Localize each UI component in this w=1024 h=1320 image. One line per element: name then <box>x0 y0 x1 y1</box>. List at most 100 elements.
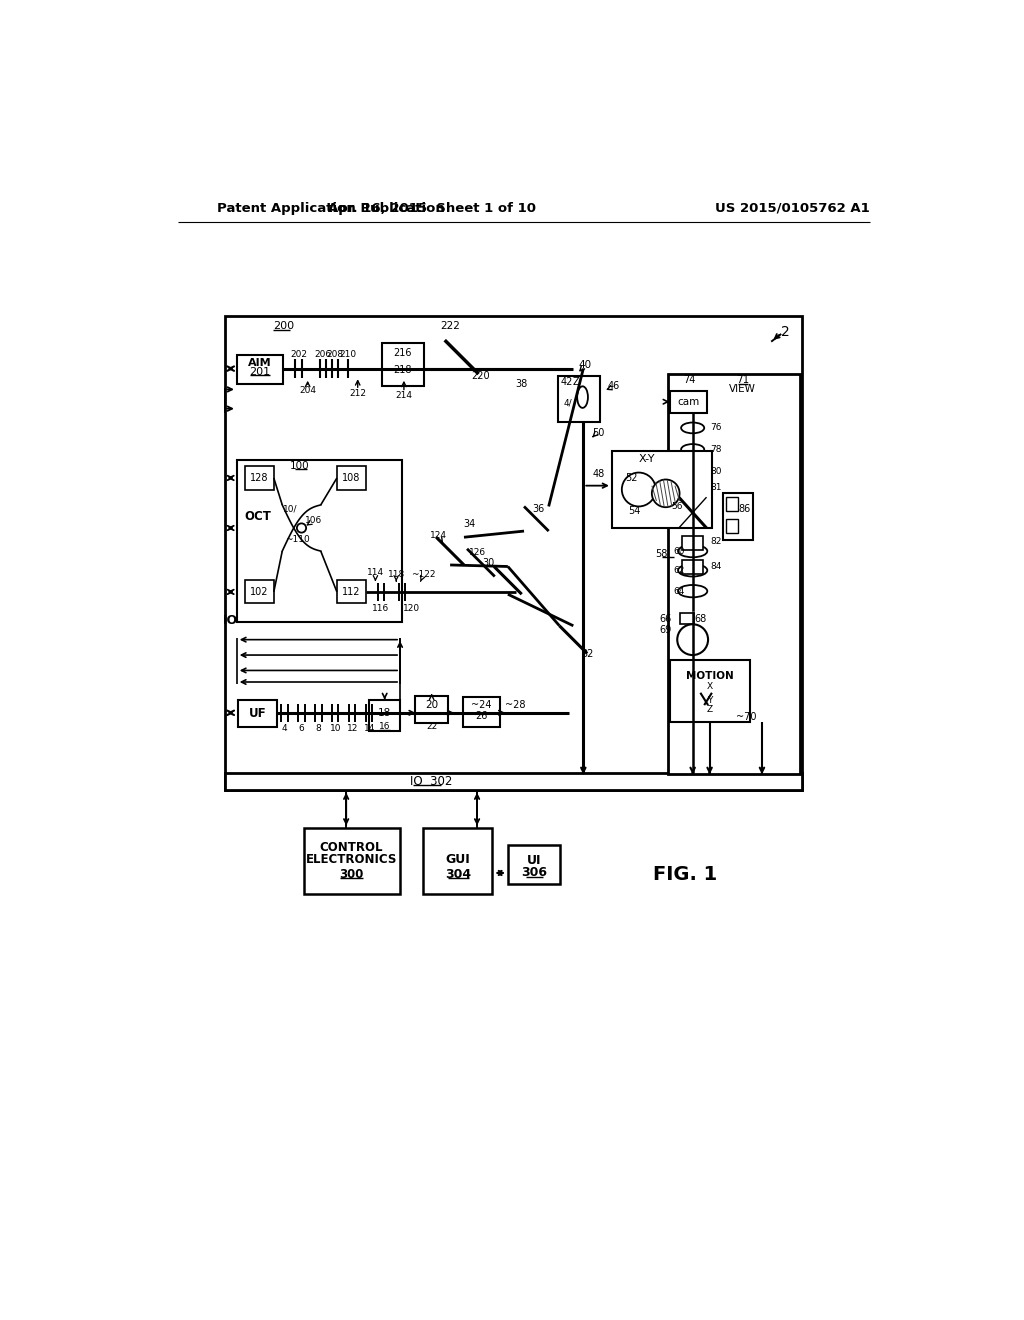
Text: Z: Z <box>572 376 579 387</box>
Text: 56: 56 <box>672 502 683 511</box>
Text: X-Y: X-Y <box>638 454 654 463</box>
Text: 108: 108 <box>342 473 360 483</box>
Ellipse shape <box>681 422 705 433</box>
Text: 10: 10 <box>330 723 341 733</box>
Text: Z: Z <box>707 705 713 714</box>
Text: 86: 86 <box>738 504 751 513</box>
Text: 206: 206 <box>314 350 332 359</box>
Text: 66: 66 <box>659 614 672 624</box>
Text: AIM: AIM <box>248 358 271 368</box>
Text: 220: 220 <box>472 371 490 381</box>
Text: 54: 54 <box>628 506 640 516</box>
Text: 124: 124 <box>430 531 447 540</box>
Ellipse shape <box>678 545 708 557</box>
Circle shape <box>652 479 680 507</box>
Text: 204: 204 <box>299 385 316 395</box>
Bar <box>337 466 367 490</box>
Text: 60: 60 <box>673 546 685 556</box>
Bar <box>463 697 500 726</box>
Text: MOTION: MOTION <box>686 671 733 681</box>
Text: 200: 200 <box>273 321 294 331</box>
Text: FIG. 1: FIG. 1 <box>653 865 717 884</box>
Text: 50: 50 <box>592 428 604 437</box>
Ellipse shape <box>678 564 708 577</box>
Text: 18: 18 <box>378 708 391 718</box>
Bar <box>508 845 560 884</box>
Text: 201: 201 <box>250 367 270 376</box>
Bar <box>237 461 402 622</box>
Text: Y: Y <box>707 696 713 705</box>
Bar <box>611 451 712 528</box>
Bar <box>682 480 703 494</box>
Text: US 2015/0105762 A1: US 2015/0105762 A1 <box>716 202 870 215</box>
Text: 84: 84 <box>710 562 722 572</box>
Bar <box>558 376 600 422</box>
Ellipse shape <box>578 387 588 408</box>
Text: 214: 214 <box>395 391 413 400</box>
Text: X: X <box>707 682 713 692</box>
Text: 64: 64 <box>673 586 684 595</box>
Text: GUI: GUI <box>445 853 470 866</box>
Text: 8: 8 <box>315 723 322 733</box>
Bar <box>382 343 424 385</box>
Text: 58: 58 <box>655 549 668 560</box>
Text: 38: 38 <box>516 379 527 389</box>
Text: 52: 52 <box>625 473 637 483</box>
Ellipse shape <box>681 444 705 455</box>
Text: 128: 128 <box>250 473 268 483</box>
Bar <box>726 498 738 511</box>
Text: 216: 216 <box>393 348 412 358</box>
Text: 10/: 10/ <box>283 504 297 513</box>
Text: 20: 20 <box>425 700 438 710</box>
Text: 116: 116 <box>372 605 389 614</box>
Bar <box>416 696 447 723</box>
Text: 40: 40 <box>579 360 592 370</box>
Text: 82: 82 <box>710 537 722 546</box>
Text: 34: 34 <box>463 519 475 529</box>
Text: OCT: OCT <box>245 510 271 523</box>
Text: 118: 118 <box>388 570 404 579</box>
Bar <box>682 536 703 549</box>
Text: 69: 69 <box>659 624 672 635</box>
Text: 102: 102 <box>250 587 268 597</box>
Text: 306: 306 <box>521 866 547 879</box>
Text: 22: 22 <box>426 722 437 731</box>
Text: 62: 62 <box>673 566 684 574</box>
Text: 14: 14 <box>364 723 375 733</box>
Text: 300: 300 <box>339 869 364 880</box>
Text: 218: 218 <box>393 366 412 375</box>
Text: ~122: ~122 <box>411 570 435 579</box>
Bar <box>239 701 276 727</box>
Ellipse shape <box>681 466 705 477</box>
Bar <box>237 355 283 384</box>
Bar <box>224 317 802 789</box>
Text: UI: UI <box>526 854 542 867</box>
Ellipse shape <box>678 585 708 597</box>
Text: 32: 32 <box>581 648 593 659</box>
Bar <box>245 466 273 490</box>
Text: 100: 100 <box>290 462 310 471</box>
Text: 30: 30 <box>482 558 495 569</box>
Text: UF: UF <box>249 708 266 721</box>
Text: IO  302: IO 302 <box>410 775 452 788</box>
Text: ~70: ~70 <box>736 713 757 722</box>
Bar <box>224 774 802 789</box>
Circle shape <box>297 523 306 532</box>
Bar <box>370 700 400 730</box>
Text: 304: 304 <box>444 869 471 880</box>
Text: 26: 26 <box>475 711 487 721</box>
Text: 78: 78 <box>710 445 722 454</box>
Circle shape <box>622 473 655 507</box>
Text: ~24: ~24 <box>471 700 492 710</box>
Text: 210: 210 <box>339 350 356 359</box>
Text: 42: 42 <box>560 376 572 387</box>
Bar <box>423 829 493 894</box>
Bar <box>304 829 400 894</box>
Bar <box>337 581 367 603</box>
Text: ELECTRONICS: ELECTRONICS <box>306 853 397 866</box>
Text: cam: cam <box>677 397 699 407</box>
Text: CONTROL: CONTROL <box>319 841 383 854</box>
Text: Apr. 16, 2015  Sheet 1 of 10: Apr. 16, 2015 Sheet 1 of 10 <box>329 202 537 215</box>
Text: 81: 81 <box>710 483 722 491</box>
Text: 4: 4 <box>282 723 288 733</box>
